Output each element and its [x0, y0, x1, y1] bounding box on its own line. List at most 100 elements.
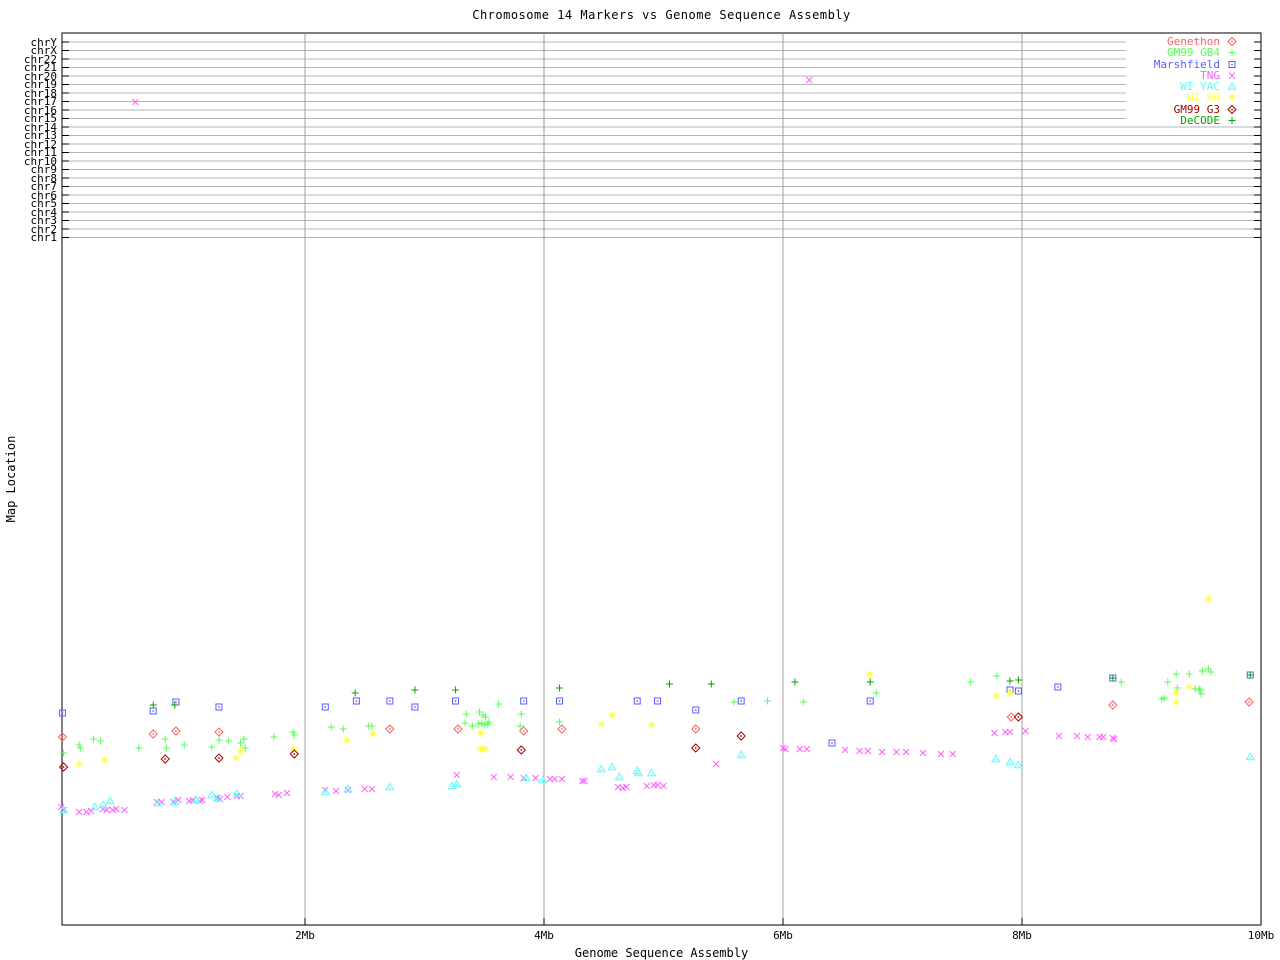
data-point-plus [208, 743, 216, 751]
legend-row: Genethon [1126, 36, 1254, 47]
data-point-cross [198, 796, 206, 804]
data-point-triangle-open-dot [343, 784, 353, 793]
data-point-plus [1246, 671, 1254, 679]
data-point-cross [275, 791, 283, 799]
data-point-plus [495, 700, 503, 708]
data-point-triangle-open-dot [153, 798, 163, 807]
data-point-plus [1197, 690, 1205, 698]
data-point-plus [556, 684, 564, 692]
data-point-cross [654, 781, 661, 789]
legend-label: DeCODE [1180, 113, 1220, 127]
data-point-plus [1228, 116, 1236, 124]
data-point-square-open-dot [452, 697, 460, 705]
data-point-diamond-open-dot [385, 724, 395, 734]
data-point-plus [475, 708, 483, 716]
legend-marker-icon [1227, 104, 1237, 114]
data-point-plus [556, 718, 564, 726]
data-point-plus [1198, 667, 1206, 675]
chromosome-label: chr17 [23, 95, 57, 108]
data-point-plus [517, 710, 525, 718]
data-point-cross [368, 785, 376, 793]
data-point-diamond-open-dot [453, 724, 463, 734]
data-point-star [232, 754, 240, 762]
data-point-plus [1117, 678, 1125, 686]
chromosome-label: chr9 [30, 163, 58, 176]
data-point-plus [215, 736, 223, 744]
data-point-plus [1160, 694, 1168, 702]
data-point-diamond-open-dot [148, 729, 158, 739]
data-point-star [1172, 698, 1180, 706]
data-point-diamond-open-dot [171, 726, 181, 736]
data-point-star [608, 711, 616, 719]
data-point-cross [558, 775, 566, 783]
data-point-square-open-dot [1014, 687, 1022, 695]
data-point-triangle-open-dot [633, 768, 644, 777]
data-point-plus [791, 678, 799, 686]
data-point-cross [864, 747, 872, 755]
data-point-triangle-open-dot [105, 796, 115, 805]
data-point-plus [993, 672, 1001, 680]
data-point-plus [368, 722, 376, 730]
data-point-star [477, 729, 485, 737]
data-point-cross [546, 775, 554, 783]
data-point-triangle-open-dot [90, 802, 100, 811]
chromosome-label: chr1 [30, 231, 58, 244]
data-point-triangle-open-dot [1013, 760, 1024, 769]
data-point-plus [1195, 685, 1203, 693]
data-point-star [481, 745, 489, 753]
data-point-triangle-open-dot [58, 805, 69, 814]
data-point-cross [643, 782, 651, 790]
legend-marker-icon [1227, 81, 1237, 90]
legend-label: GM99 GB4 [1167, 46, 1220, 60]
x-tick-label: 8Mb [1012, 929, 1032, 942]
chromosome-label: chrY [30, 35, 58, 49]
data-point-diamond-open-dot [1108, 700, 1118, 710]
y-axis-label: Map Location [4, 435, 18, 523]
data-point-cross [1022, 727, 1029, 735]
data-point-cross [453, 771, 461, 779]
data-point-plus [1228, 49, 1236, 57]
data-point-cross [578, 777, 586, 785]
data-point-plus [149, 701, 157, 709]
chromosome-label: chr19 [23, 78, 57, 91]
data-point-plus [1172, 670, 1180, 678]
legend: Genethon GM99 GB4 Marshfield TNG WI YAC WI RH… [1126, 36, 1254, 126]
data-point-plus [730, 698, 738, 706]
data-point-triangle-open-dot [452, 779, 462, 788]
legend-label: TNG [1200, 68, 1220, 82]
data-point-plus [872, 689, 880, 697]
data-point-plus [1196, 686, 1204, 694]
data-point-cross [660, 782, 667, 790]
chromosome-label: chr10 [23, 154, 57, 168]
data-point-cross [507, 773, 514, 781]
data-point-square-open-dot [172, 698, 180, 706]
data-point-square-open-dot [633, 697, 641, 705]
data-point-star [1204, 595, 1212, 603]
legend-marker-icon [1228, 60, 1236, 68]
data-point-diamond-open-dot [214, 727, 224, 737]
data-point-plus [339, 725, 347, 733]
legend-marker-icon [1228, 72, 1236, 79]
data-point-triangle-open-dot [213, 793, 223, 802]
data-point-plus [241, 744, 249, 752]
data-point-star [75, 760, 83, 768]
chromosome-label: chr12 [23, 137, 57, 151]
data-point-square-open-dot [866, 697, 874, 705]
data-point-square-open-dot [149, 707, 157, 715]
data-point-star [1172, 689, 1180, 697]
data-point-star [866, 670, 874, 678]
data-point-star [992, 692, 1000, 700]
data-point-square-open-dot [352, 697, 360, 705]
data-point-diamond-open-dot [289, 749, 299, 759]
data-point-triangle-open-dot [170, 797, 180, 806]
data-point-star [648, 721, 656, 729]
data-point-cross [878, 748, 886, 756]
data-point-cross [856, 747, 863, 755]
plot-frame [61, 32, 1262, 926]
legend-label: Marshfield [1153, 57, 1220, 71]
data-point-plus [1164, 678, 1172, 686]
data-point-triangle-open-dot [538, 775, 548, 784]
chromosome-label: chr4 [30, 205, 58, 219]
legend-row: GM99 G3 [1126, 104, 1254, 115]
data-point-square-open-dot [1054, 683, 1062, 691]
